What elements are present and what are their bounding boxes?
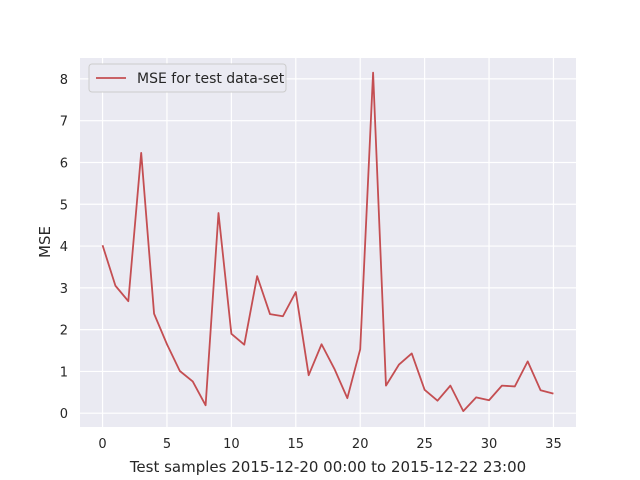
grid: [80, 58, 576, 427]
y-tick-label: 2: [60, 324, 68, 339]
x-tick-label: 30: [481, 437, 498, 452]
x-tick-label: 5: [163, 437, 171, 452]
x-axis-label: Test samples 2015-12-20 00:00 to 2015-12…: [129, 458, 526, 476]
series-layer: [101, 71, 554, 413]
legend-label: MSE for test data-set: [137, 71, 285, 87]
x-tick-label: 15: [288, 437, 305, 452]
y-tick-label: 6: [60, 156, 68, 171]
y-tick-label: 0: [60, 407, 68, 422]
legend: MSE for test data-set: [88, 63, 287, 93]
legend-box: [88, 63, 287, 93]
y-tick-label: 5: [60, 198, 68, 213]
x-tick-label: 25: [416, 437, 433, 452]
y-tick-label: 8: [60, 73, 68, 88]
tick-labels: 0 5 10 15 20 25 30 35 0 1 2 3 4 5 6 7 8: [60, 73, 562, 452]
plot-area: [80, 58, 576, 427]
x-tick-label: 20: [352, 437, 369, 452]
x-tick-label: 10: [223, 437, 240, 452]
y-tick-label: 1: [60, 365, 68, 380]
x-tick-label: 0: [98, 437, 106, 452]
y-tick-label: 3: [60, 282, 68, 297]
y-axis-label: MSE: [36, 226, 54, 258]
series-line: [101, 71, 554, 413]
y-tick-label: 4: [60, 240, 68, 255]
y-tick-label: 7: [60, 115, 68, 130]
x-tick-label: 35: [545, 437, 562, 452]
